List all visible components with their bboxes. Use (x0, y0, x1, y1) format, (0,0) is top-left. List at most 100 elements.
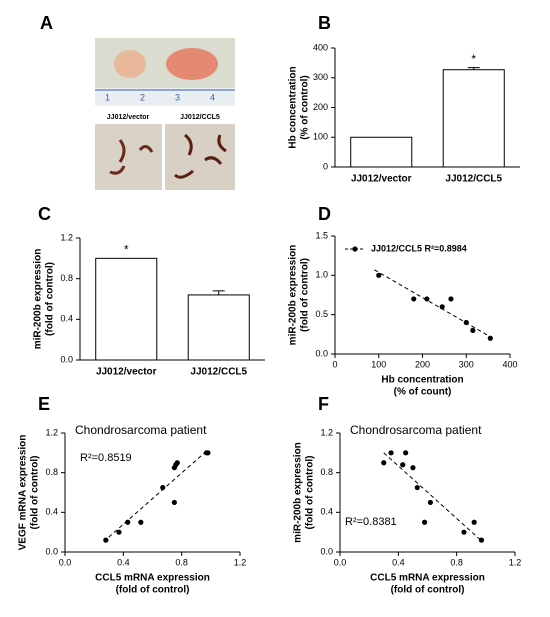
x-tick-label: 0.8 (175, 557, 188, 567)
x-tick-label: 0.0 (334, 557, 347, 567)
y-tick-label: 0.8 (60, 273, 73, 283)
panel-letter: B (318, 13, 331, 33)
vessels (173, 133, 227, 179)
point (463, 319, 469, 326)
y-tick-label: 1.2 (60, 232, 73, 242)
trendline (383, 452, 484, 543)
bar (442, 69, 505, 168)
x-axis-label: Hb concentration (381, 375, 463, 386)
annotation: R²=0.8381 (345, 516, 397, 528)
point (103, 537, 109, 543)
y-axis-label: miR-200b expression (288, 245, 299, 346)
y-tick-label: 300 (313, 72, 328, 82)
point (427, 499, 434, 506)
y-axis-label: VEGF mRNA expression (18, 435, 29, 551)
photo-label: JJ012/vector (107, 114, 150, 121)
y-tick-label: 0.0 (60, 354, 73, 364)
y-tick-label: 1.0 (315, 270, 328, 280)
y-tick-label: 100 (313, 132, 328, 142)
point (171, 499, 177, 506)
panel-letter: E (38, 394, 50, 414)
x-tick-label: JJ012/vector (96, 367, 157, 378)
y-tick-label: 0.0 (45, 546, 58, 556)
ruler-label: 3 (175, 92, 180, 102)
x-axis-label: (fold of control) (391, 585, 465, 596)
bar (95, 257, 158, 361)
y-axis-label: (fold of control) (45, 262, 56, 336)
point (414, 484, 420, 491)
point (403, 450, 409, 456)
point (376, 272, 382, 278)
y-axis-label: (% of control) (300, 75, 311, 139)
x-tick-label: JJ012/vector (351, 174, 412, 185)
x-tick-label: JJ012/CCL5 (445, 174, 502, 185)
tumor (166, 48, 218, 80)
point (205, 450, 211, 456)
x-tick-label: 0 (332, 359, 337, 369)
panel-letter: C (38, 204, 51, 224)
y-tick-label: 0.8 (320, 467, 333, 477)
annotation: R²=0.8519 (80, 452, 132, 464)
ruler-label: 2 (140, 92, 145, 102)
y-axis-label: miR-200b expression (293, 442, 304, 543)
x-axis-label: CCL5 mRNA expression (370, 573, 485, 584)
point (138, 519, 144, 525)
y-tick-label: 0.4 (60, 314, 73, 324)
photo-label: JJ012/CCL5 (180, 114, 220, 121)
y-tick-label: 0.4 (45, 507, 58, 517)
y-tick-label: 0 (323, 161, 328, 171)
y-tick-label: 200 (313, 102, 328, 112)
chart-title: Chondrosarcoma patient (75, 423, 207, 437)
panel: D 0.0 0.5 1.0 1.5 miR-200b expression (fold of… (288, 204, 518, 398)
vessels (109, 139, 154, 175)
y-tick-label: 0.0 (315, 348, 328, 358)
x-axis-label: (% of count) (394, 387, 452, 398)
point (160, 484, 166, 491)
point (471, 519, 477, 525)
ruler-label: 1 (105, 92, 110, 102)
y-tick-label: 400 (313, 42, 328, 52)
point (487, 335, 493, 341)
y-axis-label: miR-200b expression (33, 249, 44, 350)
point (470, 327, 476, 333)
tumor (114, 50, 146, 78)
x-tick-label: 400 (502, 359, 517, 369)
y-tick-label: 0.8 (45, 467, 58, 477)
point (439, 304, 445, 310)
y-tick-label: 0.5 (315, 309, 328, 319)
y-tick-label: 0.4 (320, 507, 333, 517)
y-axis-label: Hb concentration (288, 66, 299, 148)
x-axis-label: (fold of control) (116, 585, 190, 596)
point (125, 519, 131, 525)
annotation: * (471, 52, 476, 66)
point (424, 296, 430, 302)
histology (165, 124, 235, 190)
x-tick-label: 300 (459, 359, 474, 369)
y-axis-label: (fold of control) (30, 456, 41, 530)
histology (95, 124, 162, 190)
x-tick-label: 1.2 (509, 557, 522, 567)
x-tick-label: JJ012/CCL5 (190, 367, 247, 378)
point (388, 450, 394, 456)
chart-title: Chondrosarcoma patient (350, 423, 482, 437)
panel: B 0 100 200 300 400 Hb concentration (% of cont… (288, 13, 520, 185)
point (411, 296, 417, 302)
point (421, 519, 428, 525)
panel-letter: F (318, 394, 329, 414)
bar (350, 136, 413, 168)
point (400, 462, 406, 468)
y-tick-label: 0.0 (320, 546, 333, 556)
x-tick-label: 200 (415, 359, 430, 369)
annotation: * (124, 243, 129, 257)
x-tick-label: 100 (371, 359, 386, 369)
point (461, 529, 467, 535)
legend-marker (352, 246, 358, 252)
y-axis-label: (fold of control) (305, 456, 316, 530)
point (410, 465, 416, 471)
y-tick-label: 1.2 (320, 427, 333, 437)
legend-label: JJ012/CCL5 R²=0.8984 (371, 243, 467, 253)
trendline (374, 269, 491, 338)
panel-letter: A (40, 13, 53, 33)
